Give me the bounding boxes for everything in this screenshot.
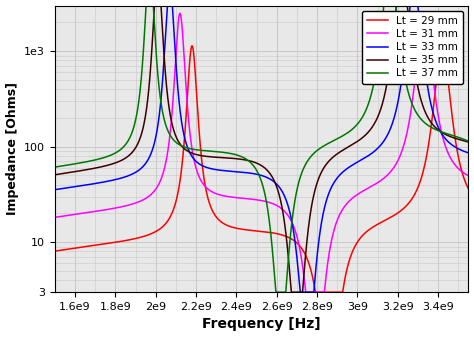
Lt = 33 mm bbox=[210, 167, 216, 171]
Lt = 35 mm bbox=[52, 173, 58, 177]
Lt = 37 mm bbox=[210, 149, 216, 153]
Lt = 29 mm bbox=[189, 44, 195, 48]
Lt = 33 mm bbox=[52, 188, 58, 192]
Line: Lt = 37 mm: Lt = 37 mm bbox=[55, 0, 468, 292]
Lt = 29 mm bbox=[127, 238, 133, 242]
Lt = 29 mm bbox=[392, 213, 398, 217]
Lt = 33 mm bbox=[321, 208, 327, 212]
Lt = 33 mm bbox=[361, 157, 366, 161]
Lt = 31 mm bbox=[177, 11, 183, 15]
Lt = 31 mm bbox=[52, 215, 58, 219]
Lt = 29 mm bbox=[52, 249, 58, 253]
Lt = 37 mm bbox=[273, 290, 279, 294]
Lt = 35 mm bbox=[300, 283, 306, 287]
X-axis label: Frequency [Hz]: Frequency [Hz] bbox=[202, 317, 321, 332]
Legend: Lt = 29 mm, Lt = 31 mm, Lt = 33 mm, Lt = 35 mm, Lt = 37 mm: Lt = 29 mm, Lt = 31 mm, Lt = 33 mm, Lt =… bbox=[362, 11, 463, 84]
Lt = 35 mm bbox=[361, 135, 366, 139]
Lt = 35 mm bbox=[465, 140, 471, 144]
Lt = 37 mm bbox=[392, 0, 398, 1]
Lt = 31 mm bbox=[361, 189, 366, 193]
Lt = 31 mm bbox=[210, 190, 216, 194]
Line: Lt = 35 mm: Lt = 35 mm bbox=[55, 0, 468, 292]
Lt = 35 mm bbox=[127, 153, 133, 157]
Lt = 37 mm bbox=[52, 165, 58, 169]
Lt = 35 mm bbox=[321, 165, 327, 170]
Lt = 29 mm bbox=[321, 290, 327, 294]
Lt = 33 mm bbox=[297, 290, 303, 294]
Lt = 33 mm bbox=[300, 290, 306, 294]
Lt = 37 mm bbox=[465, 139, 471, 143]
Lt = 31 mm bbox=[300, 267, 306, 271]
Lt = 37 mm bbox=[300, 167, 306, 172]
Lt = 31 mm bbox=[303, 290, 309, 294]
Lt = 29 mm bbox=[300, 248, 306, 252]
Lt = 33 mm bbox=[392, 113, 398, 117]
Line: Lt = 33 mm: Lt = 33 mm bbox=[55, 0, 468, 292]
Lt = 31 mm bbox=[392, 163, 398, 167]
Lt = 33 mm bbox=[465, 151, 471, 155]
Lt = 29 mm bbox=[465, 187, 471, 191]
Lt = 37 mm bbox=[361, 113, 366, 117]
Lt = 31 mm bbox=[465, 174, 471, 178]
Lt = 29 mm bbox=[361, 233, 366, 237]
Lt = 31 mm bbox=[127, 203, 133, 207]
Lt = 35 mm bbox=[289, 290, 294, 294]
Lt = 33 mm bbox=[127, 173, 133, 177]
Lt = 29 mm bbox=[313, 290, 319, 294]
Lt = 37 mm bbox=[127, 135, 133, 140]
Y-axis label: Impedance [Ohms]: Impedance [Ohms] bbox=[6, 82, 18, 215]
Line: Lt = 29 mm: Lt = 29 mm bbox=[55, 46, 468, 292]
Lt = 35 mm bbox=[392, 18, 398, 22]
Lt = 29 mm bbox=[210, 210, 216, 214]
Line: Lt = 31 mm: Lt = 31 mm bbox=[55, 13, 468, 292]
Lt = 31 mm bbox=[321, 290, 327, 294]
Lt = 37 mm bbox=[321, 144, 327, 148]
Lt = 35 mm bbox=[210, 155, 216, 159]
